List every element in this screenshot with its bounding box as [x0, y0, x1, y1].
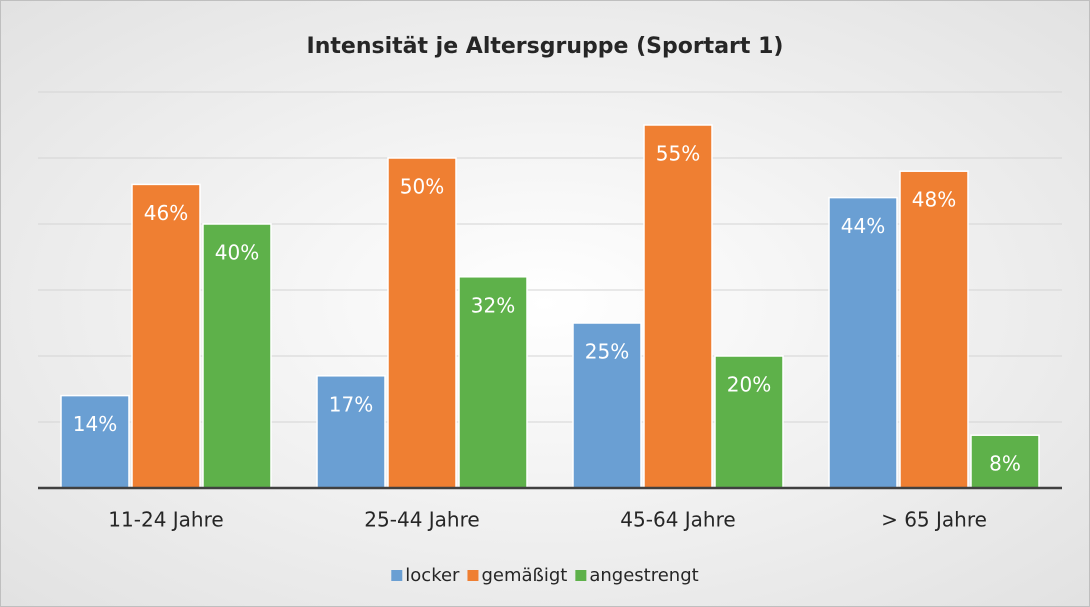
data-label: 20% [727, 373, 771, 397]
data-label: 48% [912, 188, 956, 212]
data-label: 50% [400, 175, 444, 199]
bar [202, 223, 272, 489]
bar [316, 375, 386, 489]
data-label: 44% [841, 214, 885, 238]
bar [714, 355, 784, 489]
bar [572, 322, 642, 489]
bar [60, 394, 130, 489]
x-tick-label: 25-44 Jahre [364, 508, 479, 532]
legend-swatch [575, 570, 587, 581]
legend-label: gemäßigt [481, 565, 567, 586]
chart-title: Intensität je Altersgruppe (Sportart 1) [307, 34, 784, 59]
data-label: 55% [656, 142, 700, 166]
legend-label: angestrengt [589, 565, 698, 586]
legend-swatch [467, 570, 479, 581]
data-label: 17% [329, 392, 373, 416]
x-tick-label: 11-24 Jahre [108, 508, 223, 532]
bar [387, 157, 457, 489]
data-label: 14% [73, 412, 117, 436]
bar [899, 170, 969, 489]
data-label: 8% [989, 452, 1021, 476]
x-tick-label: > 65 Jahre [881, 508, 987, 532]
legend-label: locker [405, 565, 460, 586]
x-tick-label: 45-64 Jahre [620, 508, 735, 532]
data-label: 40% [215, 241, 259, 265]
bar [643, 124, 713, 489]
bar [970, 434, 1040, 489]
bar [828, 196, 898, 489]
bar [458, 276, 528, 489]
data-label: 46% [144, 201, 188, 225]
legend-swatch [391, 570, 403, 581]
bar [131, 183, 201, 489]
data-label: 25% [585, 340, 629, 364]
data-label: 32% [471, 293, 515, 317]
legend: locker gemäßigt angestrengt [391, 565, 699, 586]
